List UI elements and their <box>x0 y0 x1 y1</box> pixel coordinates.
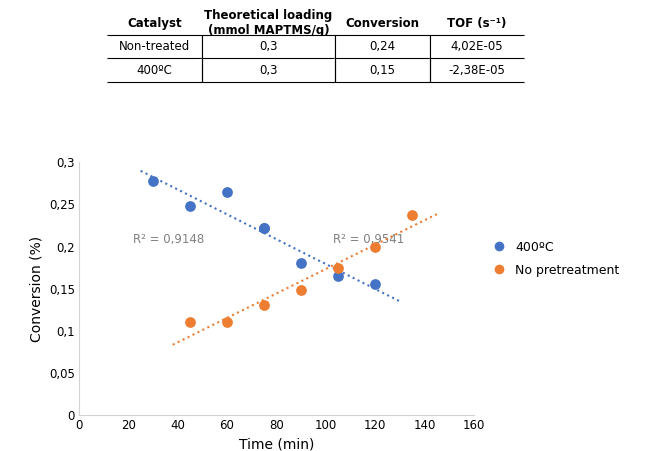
Point <box>259 225 269 232</box>
Point <box>333 272 343 280</box>
Text: R² = 0,9541: R² = 0,9541 <box>333 233 405 246</box>
Y-axis label: Conversion (%): Conversion (%) <box>29 235 43 342</box>
Point <box>222 188 232 195</box>
Text: R² = 0,9148: R² = 0,9148 <box>133 233 205 246</box>
Point <box>370 281 380 288</box>
Point <box>147 177 159 184</box>
Point <box>222 319 232 326</box>
Point <box>296 260 307 267</box>
Point <box>296 287 307 294</box>
Point <box>185 202 195 210</box>
Legend: 400ºC, No pretreatment: 400ºC, No pretreatment <box>486 241 620 277</box>
Point <box>259 302 269 309</box>
Point <box>407 211 417 218</box>
Point <box>185 319 195 326</box>
Point <box>333 264 343 271</box>
X-axis label: Time (min): Time (min) <box>239 437 314 451</box>
Point <box>370 243 380 250</box>
Point <box>259 225 269 232</box>
